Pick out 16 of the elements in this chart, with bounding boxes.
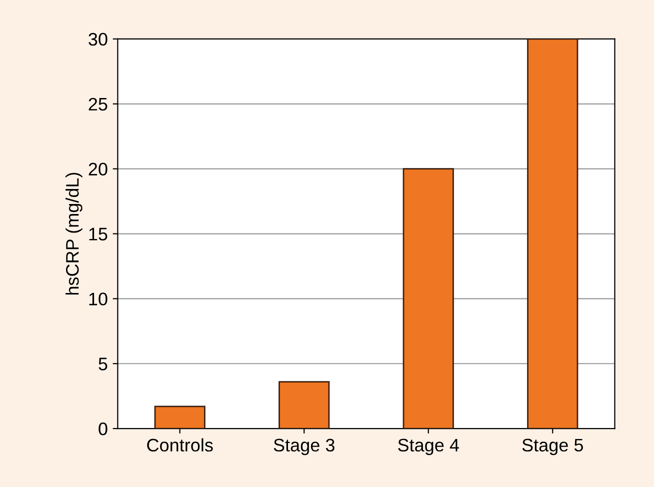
x-tick-label: Stage 5 bbox=[522, 438, 583, 456]
x-tick-label: Controls bbox=[147, 438, 213, 452]
y-tick-label: 10 bbox=[89, 292, 108, 306]
bar bbox=[527, 38, 578, 429]
bar bbox=[278, 381, 330, 429]
x-tick-label: Stage 4 bbox=[398, 438, 459, 456]
x-tick-label: Stage 3 bbox=[274, 438, 334, 456]
bar bbox=[402, 168, 454, 429]
y-tick-label: 15 bbox=[89, 228, 108, 240]
bar bbox=[154, 406, 206, 429]
y-tick-label: 5 bbox=[98, 358, 108, 370]
y-axis-title: hsCRP (mg/dL) bbox=[66, 172, 82, 295]
y-tick-label: 25 bbox=[88, 98, 108, 111]
y-tick-label: 30 bbox=[88, 32, 108, 46]
y-tick-label: 0 bbox=[98, 422, 108, 436]
y-tick-label: 20 bbox=[88, 162, 108, 176]
